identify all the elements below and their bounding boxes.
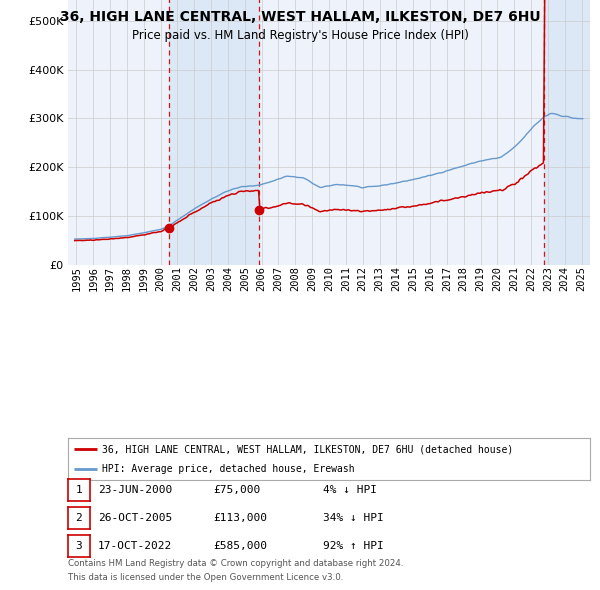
- Text: 3: 3: [76, 541, 82, 551]
- Text: 23-JUN-2000: 23-JUN-2000: [98, 485, 172, 495]
- Text: Contains HM Land Registry data © Crown copyright and database right 2024.: Contains HM Land Registry data © Crown c…: [68, 559, 404, 568]
- Text: HPI: Average price, detached house, Erewash: HPI: Average price, detached house, Erew…: [102, 464, 355, 474]
- Text: £585,000: £585,000: [213, 541, 267, 551]
- Text: 17-OCT-2022: 17-OCT-2022: [98, 541, 172, 551]
- Text: £75,000: £75,000: [213, 485, 260, 495]
- Text: 36, HIGH LANE CENTRAL, WEST HALLAM, ILKESTON, DE7 6HU: 36, HIGH LANE CENTRAL, WEST HALLAM, ILKE…: [59, 10, 541, 24]
- Text: 36, HIGH LANE CENTRAL, WEST HALLAM, ILKESTON, DE7 6HU (detached house): 36, HIGH LANE CENTRAL, WEST HALLAM, ILKE…: [102, 444, 513, 454]
- Text: 4% ↓ HPI: 4% ↓ HPI: [323, 485, 377, 495]
- Text: £113,000: £113,000: [213, 513, 267, 523]
- Bar: [169, 0, 259, 265]
- Text: This data is licensed under the Open Government Licence v3.0.: This data is licensed under the Open Gov…: [68, 573, 343, 582]
- Text: 2: 2: [76, 513, 82, 523]
- Text: 34% ↓ HPI: 34% ↓ HPI: [323, 513, 384, 523]
- Text: 26-OCT-2005: 26-OCT-2005: [98, 513, 172, 523]
- Bar: [544, 0, 590, 265]
- Text: Price paid vs. HM Land Registry's House Price Index (HPI): Price paid vs. HM Land Registry's House …: [131, 30, 469, 42]
- Text: 1: 1: [76, 485, 82, 495]
- Text: 92% ↑ HPI: 92% ↑ HPI: [323, 541, 384, 551]
